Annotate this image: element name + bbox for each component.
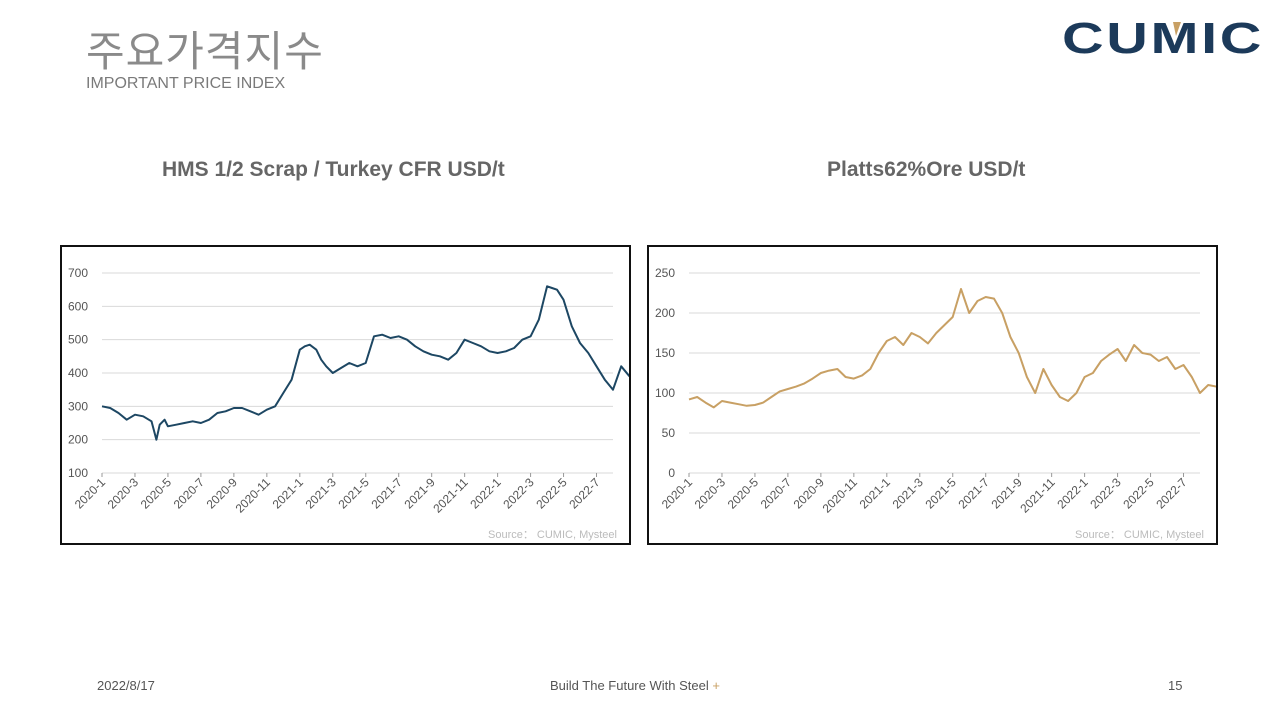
scrap-x-tick-label: 2022-5 — [533, 475, 570, 512]
ore-x-tick-label: 2020-3 — [692, 475, 729, 512]
scrap-chart: 100 200 300 400 500 600 700 2020-1 2020-3 2020-5 2… — [60, 245, 631, 545]
scrap-x-tick-label: 2021-5 — [336, 475, 373, 512]
scrap-x-tick-label: 2020-1 — [72, 475, 109, 512]
footer-slogan-text: Build The Future With Steel — [550, 678, 709, 693]
scrap-y-tick-label: 400 — [68, 366, 88, 380]
ore-series-line — [688, 288, 1216, 409]
ore-chart-title: Platts62%Ore USD/t — [827, 158, 1026, 181]
scrap-series-line — [101, 285, 629, 441]
ore-x-tick-label: 2021-7 — [956, 475, 993, 512]
scrap-x-tick-label: 2020-3 — [105, 475, 142, 512]
ore-y-tick-label: 200 — [655, 306, 675, 320]
ore-x-tick-label: 2021-11 — [1017, 475, 1058, 516]
ore-y-tick-label: 0 — [668, 466, 675, 480]
ore-x-tick-label: 2022-1 — [1054, 475, 1091, 512]
page-title: 주요가격지수 — [86, 27, 324, 76]
scrap-x-tick-label: 2020-7 — [171, 475, 208, 512]
ore-chart: 0 50 100 150 200 250 2020-1 2020-3 2020-5 2020-7 2… — [647, 245, 1218, 545]
scrap-y-tick-label: 600 — [68, 299, 88, 313]
scrap-chart-title: HMS 1/2 Scrap / Turkey CFR USD/t — [162, 158, 505, 181]
ore-x-tick-label: 2020-7 — [758, 475, 795, 512]
scrap-x-tick-label: 2021-3 — [303, 475, 340, 512]
ore-x-tick-label: 2020-5 — [725, 475, 762, 512]
ore-x-tick-label: 2021-3 — [890, 475, 927, 512]
scrap-x-tick-label: 2021-7 — [369, 475, 406, 512]
footer-slogan: Build The Future With Steel + — [550, 678, 720, 693]
ore-x-tick-label: 2021-5 — [923, 475, 960, 512]
ore-x-tick-label: 2022-7 — [1153, 475, 1190, 512]
scrap-y-tick-label: 700 — [68, 266, 88, 280]
scrap-chart-source: Source： CUMIC, Mysteel — [488, 529, 617, 541]
footer-plus: + — [712, 678, 720, 693]
ore-chart-source: Source： CUMIC, Mysteel — [1075, 529, 1204, 541]
page-subtitle: IMPORTANT PRICE INDEX — [86, 75, 286, 92]
scrap-x-tick-label: 2020-5 — [138, 475, 175, 512]
ore-x-tick-label: 2020-1 — [659, 475, 696, 512]
scrap-x-tick-label: 2021-11 — [430, 475, 471, 516]
ore-y-tick-label: 250 — [655, 266, 675, 280]
scrap-x-tick-label: 2022-7 — [566, 475, 603, 512]
scrap-y-tick-label: 300 — [68, 399, 88, 413]
ore-x-tick-label: 2020-11 — [820, 475, 861, 516]
ore-x-tick-label: 2022-5 — [1120, 475, 1157, 512]
scrap-x-tick-label: 2020-11 — [233, 475, 274, 516]
ore-y-tick-label: 150 — [655, 346, 675, 360]
scrap-x-tick-label: 2022-3 — [500, 475, 537, 512]
page-number: 15 — [1168, 678, 1183, 693]
scrap-x-tick-label: 2022-1 — [467, 475, 504, 512]
scrap-y-tick-label: 500 — [68, 333, 88, 347]
scrap-chart-svg: 1002003004005006007002020-12020-32020-52… — [68, 266, 629, 516]
scrap-y-tick-label: 200 — [68, 433, 88, 447]
scrap-x-tick-label: 2021-1 — [270, 475, 307, 512]
svg-text:CUMIC: CUMIC — [1062, 18, 1264, 56]
ore-y-tick-label: 50 — [662, 426, 676, 440]
ore-y-tick-label: 100 — [655, 386, 675, 400]
ore-x-tick-label: 2021-1 — [857, 475, 894, 512]
cumic-logo: CUMIC — [1062, 18, 1264, 56]
footer-date: 2022/8/17 — [97, 678, 155, 693]
scrap-y-tick-label: 100 — [68, 466, 88, 480]
ore-x-tick-label: 2022-3 — [1087, 475, 1124, 512]
